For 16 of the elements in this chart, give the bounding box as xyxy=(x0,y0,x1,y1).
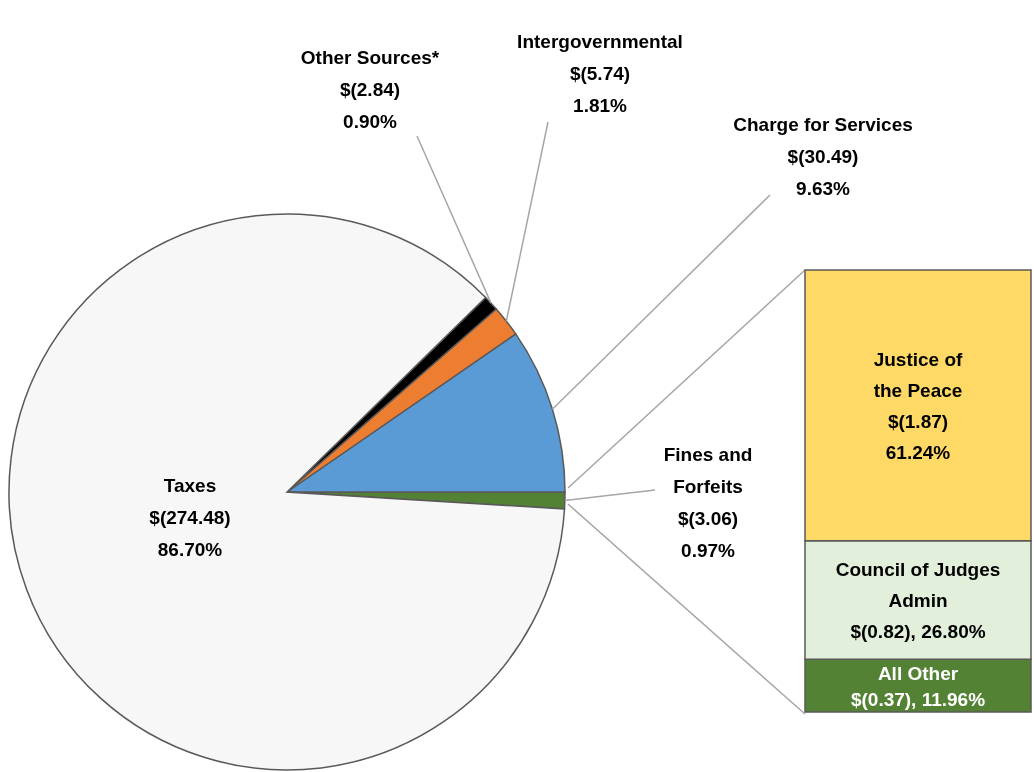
data-label: $(3.06) 0.97% xyxy=(677,508,739,561)
data-label: $(2.84) 0.90% xyxy=(339,79,401,132)
series-label: Justice of the Peace xyxy=(873,348,964,401)
data-label: $(30.49) 9.63% xyxy=(787,146,859,199)
slice-label: Intergovernmental xyxy=(517,31,683,52)
slice-label: Charge for Services xyxy=(733,114,913,135)
data-label: $(0.82), 26.80% xyxy=(850,620,986,642)
data-label: $(274.48) 86.70% xyxy=(149,507,231,560)
data-label: $(5.74) 1.81% xyxy=(569,63,631,116)
slice-label: Taxes xyxy=(163,475,217,496)
slice-label: Fines and Forfeits xyxy=(663,444,753,497)
series-label: All Other xyxy=(877,662,959,684)
slice-label: Other Sources* xyxy=(300,47,440,68)
data-label: $(1.87) 61.24% xyxy=(885,410,951,463)
series-label: Council of Judges Admin xyxy=(835,558,1001,611)
data-label: $(0.37), 11.96% xyxy=(850,688,986,710)
